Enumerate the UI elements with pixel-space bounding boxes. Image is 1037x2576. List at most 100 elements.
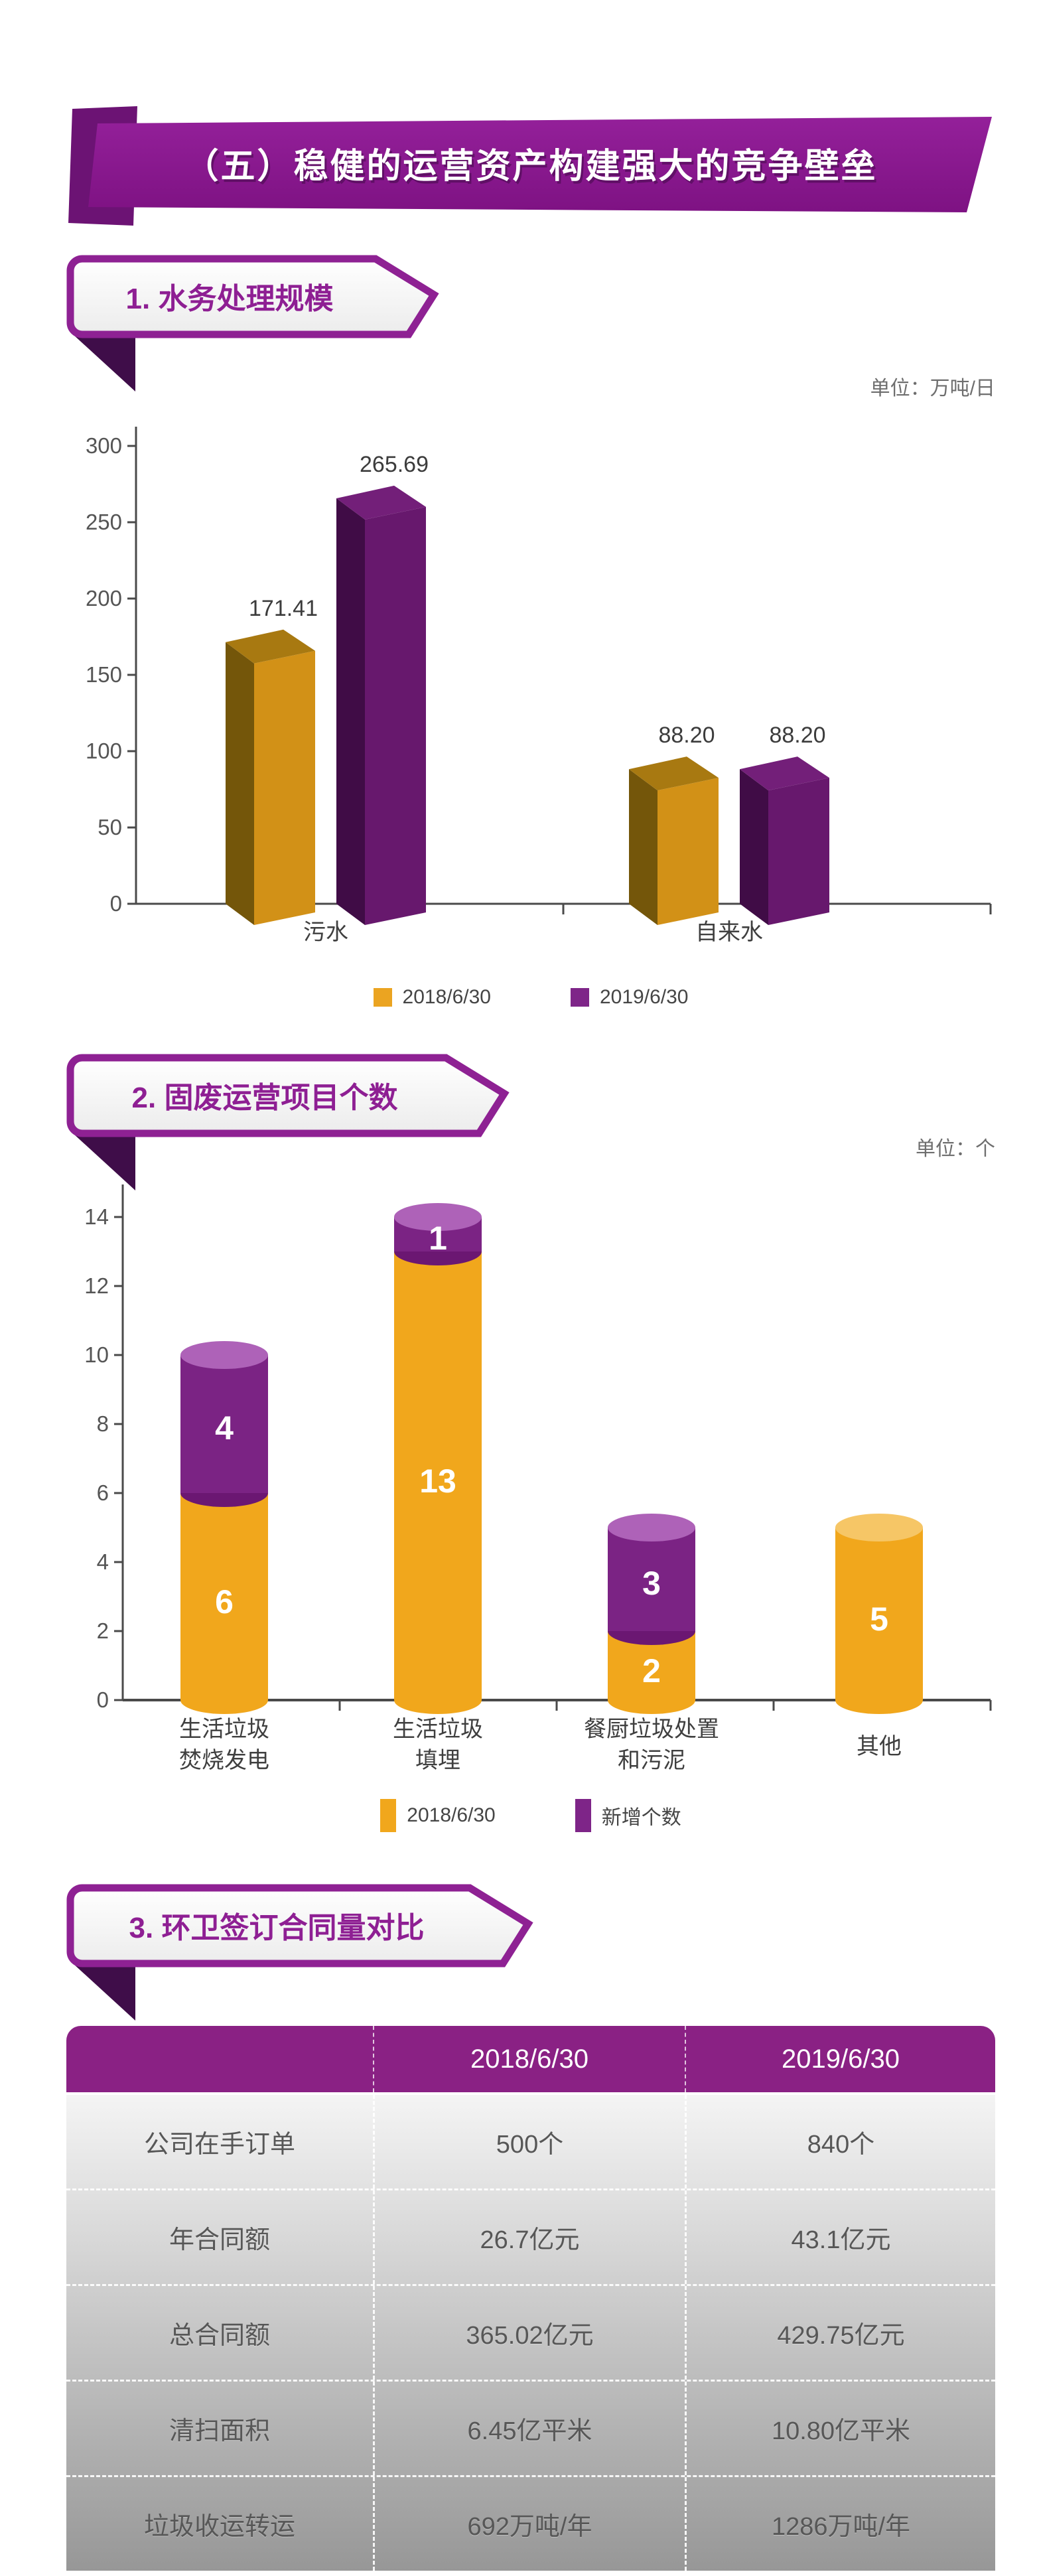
- table-cell: 429.75亿元: [685, 2286, 995, 2380]
- ribbon-plate: [66, 255, 439, 338]
- bar-front-face: [254, 650, 315, 925]
- legend-label: 2018/6/30: [407, 1804, 496, 1826]
- water-scale-3d-bar-chart: 0 50 100 150 200 250 300 171.41 265.69 污水 88.20 88.…: [86, 427, 992, 945]
- table-cell: 公司在手订单: [143, 2131, 295, 2159]
- table-cell: 840个: [685, 2095, 995, 2188]
- cylinder-value-label: 1: [429, 1220, 447, 1257]
- table-cell: 清扫面积: [169, 2417, 270, 2445]
- table-header-cell: 2018/6/30: [373, 2026, 685, 2092]
- table-cell: 500个: [373, 2095, 685, 2188]
- chart2-legend: 2018/6/30 新增个数: [66, 1796, 995, 1835]
- section2-ribbon-shape: [66, 1054, 510, 1190]
- y-tick-label: 300: [86, 433, 122, 458]
- ribbon-fold-icon: [73, 334, 135, 392]
- legend-label: 2019/6/30: [600, 986, 689, 1008]
- category-label: 和污泥: [618, 1748, 685, 1773]
- cylinder-purple-segment: [608, 1528, 695, 1631]
- y-tick-label: 10: [84, 1342, 109, 1367]
- chart1-unit-label: 单位：万吨/日: [870, 378, 995, 399]
- chart2-unit-label: 单位：个: [916, 1138, 995, 1160]
- table-cell: 6.45亿平米: [373, 2382, 685, 2475]
- y-tick-label: 150: [86, 662, 122, 687]
- cylinder-purple-segment: [180, 1355, 268, 1493]
- table-row: 清扫面积 6.45亿平米 10.80亿平米: [66, 2380, 995, 2475]
- bar-value-label: 265.69: [360, 452, 429, 477]
- cylinder-top: [835, 1514, 923, 1541]
- legend-swatch-icon: [571, 988, 589, 1007]
- legend-label: 2018/6/30: [402, 986, 491, 1008]
- bar-side-face: [226, 642, 254, 925]
- section1-ribbon-shape: [66, 255, 439, 392]
- table-cell: 总合同额: [169, 2322, 270, 2350]
- cylinder-value-label: 5: [870, 1601, 888, 1638]
- banner-ribbon: [88, 117, 992, 212]
- category-label: 其他: [857, 1734, 902, 1759]
- category-label: 自来水: [695, 920, 763, 945]
- legend-swatch-icon: [575, 1799, 591, 1832]
- table-header-row: 2018/6/30 2019/6/30: [66, 2026, 995, 2092]
- y-tick-label: 100: [86, 739, 122, 763]
- section3-title: 3. 环卫签订合同量对比: [129, 1912, 425, 1944]
- table-cell: 43.1亿元: [685, 2190, 995, 2284]
- cylinder-value-label: 13: [419, 1463, 456, 1500]
- table-cell: 年合同额: [169, 2226, 270, 2254]
- table-row: 垃圾收运转运 692万吨/年 1286万吨/年: [66, 2475, 995, 2571]
- bar-side-face: [629, 769, 657, 925]
- ribbon-plate: [66, 1054, 510, 1137]
- cylinder-top: [394, 1203, 482, 1231]
- ribbon-fold-icon: [73, 1133, 135, 1190]
- bar-front-face: [365, 506, 426, 925]
- chart1-legend: 2018/6/30 2019/6/30: [66, 981, 995, 1014]
- legend-item: 2018/6/30: [380, 1799, 496, 1832]
- y-tick-label: 0: [97, 1687, 109, 1712]
- table-cell: 365.02亿元: [373, 2286, 685, 2380]
- y-tick-label: 0: [110, 891, 122, 916]
- cylinder-value-label: 4: [215, 1409, 234, 1447]
- page-title: （五）稳健的运营资产构建强大的竞争壁垒: [184, 147, 878, 186]
- y-tick-label: 2: [97, 1618, 109, 1643]
- cylinder-value-label: 2: [642, 1652, 661, 1689]
- bar-top-face: [740, 756, 829, 791]
- bar-front-face: [768, 778, 829, 925]
- cylinder-top: [180, 1341, 268, 1369]
- table-cell: 垃圾收运转运: [143, 2513, 295, 2541]
- bar-side-face: [336, 498, 365, 925]
- y-tick-label: 250: [86, 510, 122, 534]
- section2-title: 2. 固废运营项目个数: [131, 1082, 398, 1114]
- ribbon-fold-icon: [73, 1964, 135, 2021]
- category-label: 生活垃圾: [179, 1717, 269, 1742]
- bar-side-face: [740, 769, 768, 925]
- bar-top-face: [226, 629, 315, 664]
- cylinder-orange-segment: [835, 1528, 923, 1700]
- legend-swatch-icon: [373, 988, 392, 1007]
- bar-value-label: 88.20: [769, 723, 825, 748]
- bar-top-face: [629, 756, 719, 791]
- table-row: 年合同额 26.7亿元 43.1亿元: [66, 2188, 995, 2284]
- y-tick-label: 12: [84, 1273, 109, 1298]
- category-label: 焚烧发电: [179, 1748, 269, 1773]
- header-banner-shape: [68, 106, 992, 226]
- y-tick-label: 50: [98, 815, 122, 839]
- table-cell: 692万吨/年: [373, 2477, 685, 2571]
- category-label: 填埋: [415, 1748, 460, 1773]
- legend-swatch-icon: [380, 1799, 397, 1832]
- y-tick-label: 14: [84, 1204, 109, 1229]
- bar-value-label: 88.20: [658, 723, 715, 748]
- y-tick-label: 200: [86, 586, 122, 610]
- contract-comparison-table: 2018/6/30 2019/6/30 公司在手订单 500个 840个 年合同额 26.…: [66, 2026, 995, 2571]
- section3-ribbon-shape: [66, 1884, 533, 2021]
- bar-value-label: 171.41: [249, 596, 318, 621]
- table-header-cell: [66, 2026, 373, 2092]
- legend-item: 2018/6/30: [373, 986, 491, 1009]
- category-label: 污水: [303, 920, 348, 945]
- table-row: 公司在手订单 500个 840个: [66, 2095, 995, 2188]
- table-row: 总合同额 365.02亿元 429.75亿元: [66, 2284, 995, 2380]
- legend-item: 2019/6/30: [571, 986, 688, 1009]
- cylinder-value-label: 3: [642, 1565, 661, 1602]
- cylinder-orange-segment: [180, 1493, 268, 1700]
- cylinder-top: [608, 1514, 695, 1541]
- bar-top-face: [336, 485, 426, 520]
- category-label: 餐厨垃圾处置: [584, 1717, 719, 1742]
